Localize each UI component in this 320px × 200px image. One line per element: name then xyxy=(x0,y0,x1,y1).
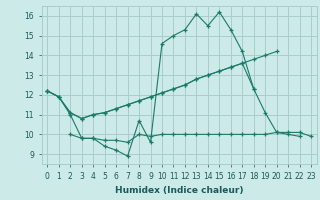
X-axis label: Humidex (Indice chaleur): Humidex (Indice chaleur) xyxy=(115,186,244,195)
